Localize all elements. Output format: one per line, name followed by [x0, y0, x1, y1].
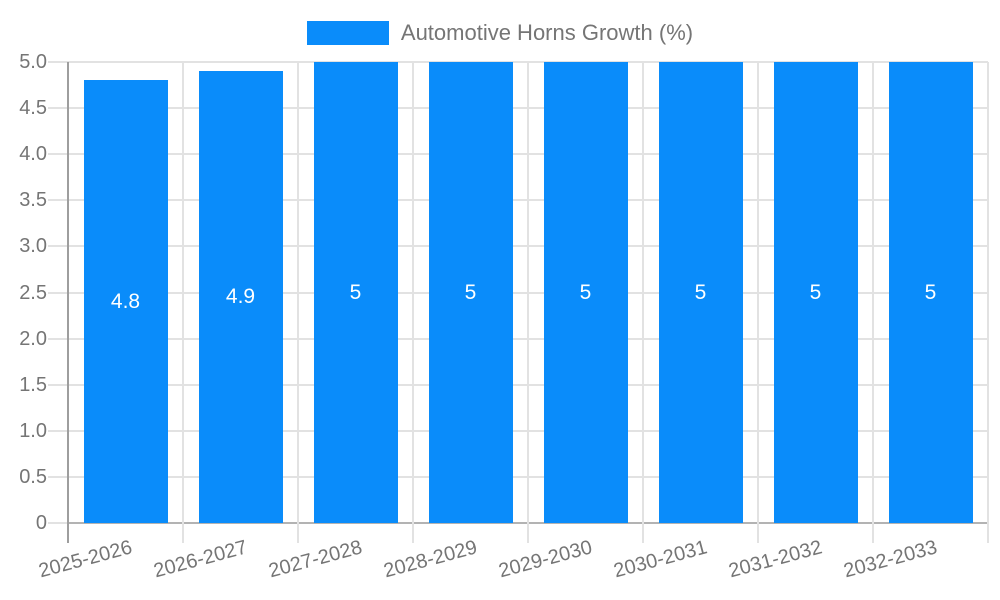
- bar[interactable]: [888, 62, 973, 523]
- y-zero-tick: [48, 522, 68, 524]
- bar-value-label: 5: [464, 280, 477, 304]
- v-gridline: [412, 62, 414, 543]
- legend-label: Automotive Horns Growth (%): [400, 20, 694, 45]
- x-category-label: 2031-2032: [726, 536, 825, 583]
- bar[interactable]: [83, 80, 168, 523]
- bar[interactable]: [198, 71, 283, 523]
- y-tick-label: 3.5: [19, 189, 47, 212]
- bar[interactable]: [313, 62, 398, 523]
- y-tick-label: 5.0: [19, 51, 47, 73]
- plot-area: 4.8 4.9 5 5 5 5 5 5: [48, 61, 989, 543]
- y-tick-label: 1.0: [19, 419, 47, 442]
- x-category-label: 2028-2029: [381, 536, 480, 583]
- bar[interactable]: [543, 62, 628, 523]
- bar-value-label: 4.9: [225, 285, 256, 309]
- bar-value-label: 5: [809, 280, 822, 304]
- bar-value-label: 5: [349, 280, 362, 304]
- x-category-label: 2025-2026: [36, 536, 135, 583]
- bar[interactable]: [428, 62, 513, 523]
- y-tick-label: 2.5: [19, 281, 47, 304]
- y-tick-label: 2.0: [19, 327, 47, 350]
- y-tick-label: 1.5: [19, 373, 47, 396]
- v-gridline: [757, 62, 759, 543]
- bar-value-label: 5: [924, 280, 937, 304]
- v-gridline: [872, 62, 874, 543]
- bar-value-label: 5: [694, 280, 707, 304]
- bar-value-label: 5: [579, 280, 592, 304]
- x-category-label: 2026-2027: [151, 536, 250, 583]
- v-gridline: [987, 62, 989, 543]
- x-category-label: 2030-2031: [611, 536, 710, 583]
- v-gridline: [182, 62, 184, 543]
- y-axis-line: [67, 62, 69, 543]
- x-category-label: 2027-2028: [266, 536, 365, 583]
- bar-value-label: 4.8: [110, 289, 141, 313]
- legend[interactable]: Automotive Horns Growth (%): [0, 18, 1000, 48]
- y-tick-label: 0.5: [19, 465, 47, 488]
- bar[interactable]: [658, 62, 743, 523]
- y-tick-label: 4.0: [19, 143, 47, 166]
- v-gridline: [642, 62, 644, 543]
- bar[interactable]: [773, 62, 858, 523]
- x-category-label: 2029-2030: [496, 536, 595, 583]
- x-category-label: 2032-2033: [841, 536, 940, 583]
- y-tick-label: 4.5: [19, 97, 47, 120]
- legend-swatch: [306, 21, 389, 45]
- v-gridline: [297, 62, 299, 543]
- y-tick-label: 0: [35, 512, 47, 534]
- y-tick-label: 3.0: [19, 235, 47, 258]
- v-gridline: [527, 62, 529, 543]
